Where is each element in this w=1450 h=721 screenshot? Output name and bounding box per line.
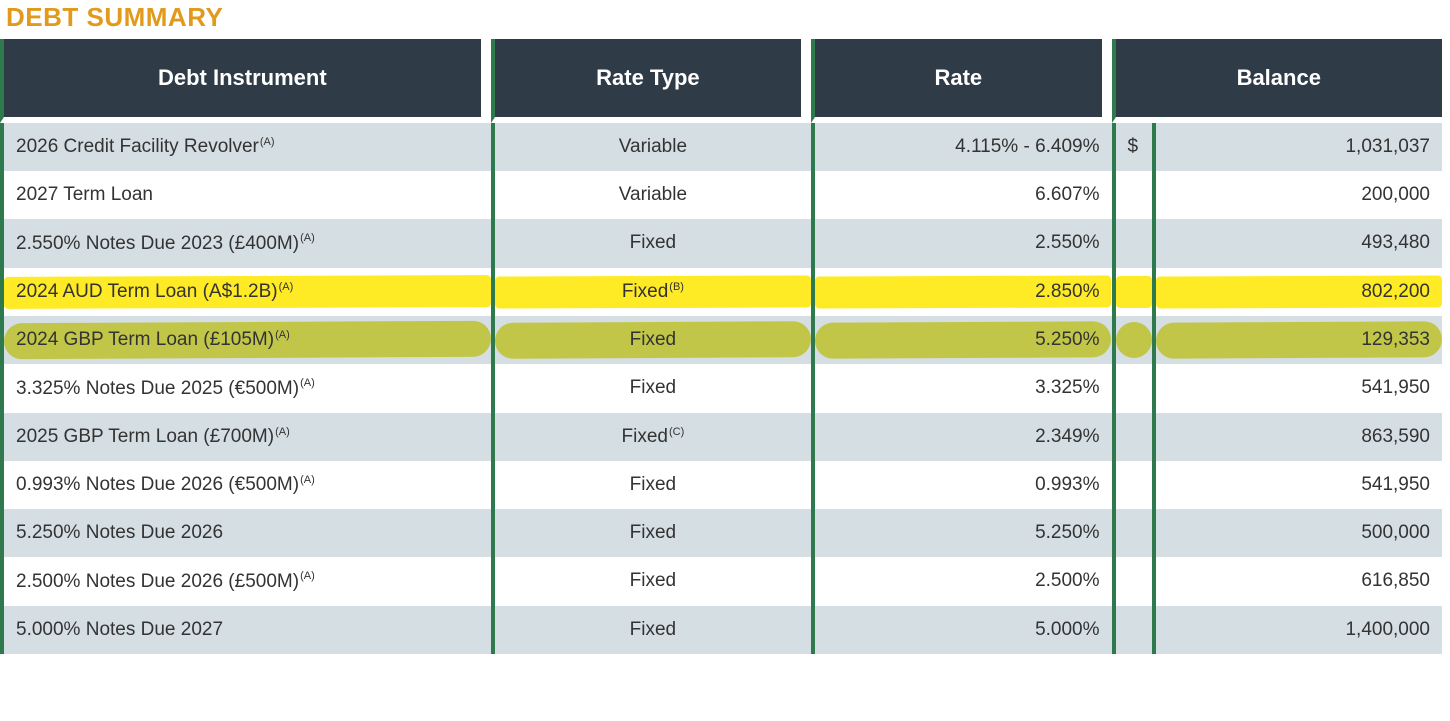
table-row: 2.550% Notes Due 2023 (£400M)(A)Fixed2.5… <box>0 219 1442 267</box>
table-row: 2024 GBP Term Loan (£105M)(A)Fixed5.250%… <box>0 316 1442 364</box>
table-row: 3.325% Notes Due 2025 (€500M)(A)Fixed3.3… <box>0 364 1442 412</box>
page-title: DEBT SUMMARY <box>0 0 1442 39</box>
table-row: 5.250% Notes Due 2026Fixed5.250% 500,000 <box>0 509 1442 557</box>
cell-balance: 541,950 <box>1152 461 1442 509</box>
cell-balance: 541,950 <box>1152 364 1442 412</box>
table-row: 2027 Term LoanVariable6.607% 200,000 <box>0 171 1442 219</box>
table-body: 2026 Credit Facility Revolver(A)Variable… <box>0 123 1442 654</box>
cell-currency-symbol <box>1112 171 1152 219</box>
cell-rate: 2.500% <box>811 557 1111 605</box>
cell-rate: 5.000% <box>811 606 1111 654</box>
table-row: 2025 GBP Term Loan (£700M)(A)Fixed(C)2.3… <box>0 413 1442 461</box>
cell-currency-symbol <box>1112 557 1152 605</box>
cell-currency-symbol <box>1112 268 1152 316</box>
cell-instrument: 2026 Credit Facility Revolver(A) <box>0 123 491 171</box>
cell-currency-symbol <box>1112 219 1152 267</box>
cell-rate-type: Fixed <box>491 461 811 509</box>
cell-rate: 5.250% <box>811 316 1111 364</box>
cell-instrument: 5.250% Notes Due 2026 <box>0 509 491 557</box>
cell-rate-type: Variable <box>491 171 811 219</box>
cell-rate-type: Fixed <box>491 557 811 605</box>
cell-instrument: 2024 GBP Term Loan (£105M)(A) <box>0 316 491 364</box>
cell-balance: 863,590 <box>1152 413 1442 461</box>
cell-balance: 616,850 <box>1152 557 1442 605</box>
cell-rate-type: Fixed <box>491 316 811 364</box>
cell-rate: 5.250% <box>811 509 1111 557</box>
cell-balance: 200,000 <box>1152 171 1442 219</box>
col-header-instrument: Debt Instrument <box>0 39 491 123</box>
table-header: Debt Instrument Rate Type Rate Balance <box>0 39 1442 123</box>
cell-currency-symbol <box>1112 316 1152 364</box>
cell-rate: 3.325% <box>811 364 1111 412</box>
cell-currency-symbol <box>1112 461 1152 509</box>
cell-rate-type: Fixed <box>491 509 811 557</box>
debt-summary-table: Debt Instrument Rate Type Rate Balance 2… <box>0 39 1442 654</box>
cell-currency-symbol <box>1112 364 1152 412</box>
cell-rate-type: Fixed <box>491 606 811 654</box>
col-header-rate-type: Rate Type <box>491 39 811 123</box>
table-row: 2024 AUD Term Loan (A$1.2B)(A)Fixed(B)2.… <box>0 268 1442 316</box>
table-row: 2.500% Notes Due 2026 (£500M)(A)Fixed2.5… <box>0 557 1442 605</box>
table-row: 5.000% Notes Due 2027Fixed5.000% 1,400,00… <box>0 606 1442 654</box>
cell-rate-type: Fixed(B) <box>491 268 811 316</box>
cell-balance: 129,353 <box>1152 316 1442 364</box>
cell-instrument: 0.993% Notes Due 2026 (€500M)(A) <box>0 461 491 509</box>
cell-currency-symbol <box>1112 606 1152 654</box>
cell-rate: 2.550% <box>811 219 1111 267</box>
cell-rate-type: Fixed(C) <box>491 413 811 461</box>
cell-rate-type: Variable <box>491 123 811 171</box>
cell-currency-symbol: $ <box>1112 123 1152 171</box>
cell-rate: 0.993% <box>811 461 1111 509</box>
table-row: 0.993% Notes Due 2026 (€500M)(A)Fixed0.9… <box>0 461 1442 509</box>
cell-instrument: 2027 Term Loan <box>0 171 491 219</box>
cell-currency-symbol <box>1112 413 1152 461</box>
cell-rate: 4.115% - 6.409% <box>811 123 1111 171</box>
cell-instrument: 5.000% Notes Due 2027 <box>0 606 491 654</box>
cell-balance: 1,031,037 <box>1152 123 1442 171</box>
cell-balance: 802,200 <box>1152 268 1442 316</box>
cell-balance: 1,400,000 <box>1152 606 1442 654</box>
debt-summary-page: DEBT SUMMARY Debt Instrument Rate Type R… <box>0 0 1450 654</box>
cell-rate-type: Fixed <box>491 219 811 267</box>
cell-balance: 493,480 <box>1152 219 1442 267</box>
col-header-balance: Balance <box>1112 39 1442 123</box>
cell-rate: 6.607% <box>811 171 1111 219</box>
table-row: 2026 Credit Facility Revolver(A)Variable… <box>0 123 1442 171</box>
cell-rate-type: Fixed <box>491 364 811 412</box>
cell-rate: 2.850% <box>811 268 1111 316</box>
cell-instrument: 3.325% Notes Due 2025 (€500M)(A) <box>0 364 491 412</box>
col-header-rate: Rate <box>811 39 1111 123</box>
cell-instrument: 2024 AUD Term Loan (A$1.2B)(A) <box>0 268 491 316</box>
cell-instrument: 2.500% Notes Due 2026 (£500M)(A) <box>0 557 491 605</box>
cell-rate: 2.349% <box>811 413 1111 461</box>
cell-instrument: 2025 GBP Term Loan (£700M)(A) <box>0 413 491 461</box>
cell-instrument: 2.550% Notes Due 2023 (£400M)(A) <box>0 219 491 267</box>
cell-currency-symbol <box>1112 509 1152 557</box>
cell-balance: 500,000 <box>1152 509 1442 557</box>
